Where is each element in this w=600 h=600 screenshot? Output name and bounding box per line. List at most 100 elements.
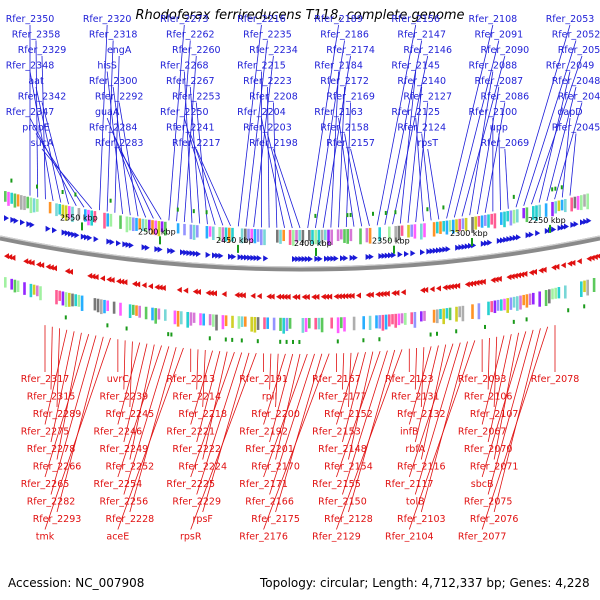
top-gene-label[interactable]: guaA (95, 107, 120, 118)
bottom-gene-label[interactable]: Rfer_2229 (172, 497, 221, 508)
bottom-gene-label[interactable]: Rfer_2222 (172, 444, 221, 455)
top-gene-label[interactable]: Rfer_2108 (469, 14, 518, 25)
top-gene-label[interactable]: Rfer_2262 (166, 30, 215, 41)
bottom-gene-label[interactable]: rbfA (405, 444, 425, 455)
top-gene-label[interactable]: Rfer_2204 (237, 107, 286, 118)
bottom-gene-label[interactable]: tolB (406, 497, 425, 508)
bottom-gene-label[interactable]: Rfer_2148 (318, 444, 367, 455)
top-gene-label[interactable]: upp (490, 123, 508, 134)
bottom-gene-label[interactable]: Rfer_2246 (94, 427, 143, 438)
top-gene-label[interactable]: Rfer_2234 (249, 45, 298, 56)
top-gene-label[interactable]: Rfer_2145 (391, 61, 440, 72)
top-gene-label[interactable]: Rfer_2087 (475, 76, 524, 87)
bottom-gene-label[interactable]: Rfer_2254 (94, 479, 143, 490)
bottom-gene-label[interactable]: infB (400, 427, 419, 438)
top-gene-label[interactable]: Rfer_2342 (18, 92, 67, 103)
bottom-gene-label[interactable]: Rfer_2252 (106, 462, 155, 473)
top-gene-label[interactable]: Rfer_2125 (391, 107, 440, 118)
top-gene-label[interactable]: Rfer_2157 (326, 138, 375, 149)
top-gene-label[interactable]: Rfer_2203 (243, 123, 292, 134)
bottom-gene-label[interactable]: Rfer_2201 (245, 444, 294, 455)
top-gene-label[interactable]: Rfer_2045 (552, 123, 600, 134)
bottom-gene-label[interactable]: Rfer_2214 (172, 392, 221, 403)
top-gene-label[interactable]: dapD (557, 107, 582, 118)
bottom-gene-label[interactable]: Rfer_2116 (397, 462, 446, 473)
top-gene-label[interactable]: Rfer_2146 (403, 45, 452, 56)
bottom-gene-label[interactable]: Rfer_2218 (178, 409, 227, 420)
top-gene-label[interactable]: Rfer_2169 (326, 92, 375, 103)
bottom-gene-label[interactable]: Rfer_2070 (464, 444, 513, 455)
bottom-gene-label[interactable]: uvrC (107, 374, 130, 385)
top-gene-label[interactable]: Rfer_2358 (12, 30, 61, 41)
bottom-gene-label[interactable]: Rfer_2278 (27, 444, 76, 455)
top-gene-label[interactable]: Rfer_2172 (320, 76, 369, 87)
bottom-gene-label[interactable]: Rfer_2170 (251, 462, 300, 473)
bottom-gene-label[interactable]: Rfer_2106 (464, 392, 513, 403)
top-gene-label[interactable]: Rfer_2250 (160, 107, 209, 118)
bottom-gene-label[interactable]: Rfer_2213 (166, 374, 215, 385)
top-gene-label[interactable]: Rfer_2292 (95, 92, 144, 103)
top-gene-label[interactable]: Rfer_2124 (397, 123, 446, 134)
bottom-gene-label[interactable]: Rfer_2152 (324, 409, 373, 420)
top-gene-label[interactable]: sucA (31, 138, 54, 149)
bottom-gene-label[interactable]: Rfer_2150 (318, 497, 367, 508)
top-gene-label[interactable]: Rfer_2053 (546, 14, 595, 25)
top-gene-label[interactable]: engA (107, 45, 132, 56)
top-gene-label[interactable]: Rfer_2253 (172, 92, 221, 103)
bottom-gene-label[interactable]: Rfer_2200 (251, 409, 300, 420)
top-gene-label[interactable]: Rfer_2320 (83, 14, 132, 25)
top-gene-label[interactable]: Rfer_2300 (89, 76, 138, 87)
bottom-gene-label[interactable]: Rfer_2293 (33, 514, 82, 525)
top-gene-label[interactable]: Rfer_2100 (469, 107, 518, 118)
top-gene-label[interactable]: Rfer_2329 (18, 45, 67, 56)
bottom-gene-label[interactable]: Rfer_2123 (385, 374, 434, 385)
top-gene-label[interactable]: Rfer_2086 (481, 92, 530, 103)
bottom-gene-label[interactable]: aceE (106, 532, 129, 543)
bottom-gene-label[interactable]: Rfer_2191 (239, 374, 288, 385)
top-gene-label[interactable]: Rfer_2273 (160, 14, 209, 25)
top-gene-label[interactable]: Rfer_2235 (243, 30, 292, 41)
bottom-gene-label[interactable]: Rfer_2256 (100, 497, 149, 508)
top-gene-label[interactable]: rpsT (417, 138, 438, 149)
top-gene-label[interactable]: Rfer_2091 (475, 30, 524, 41)
bottom-gene-label[interactable]: Rfer_2076 (470, 514, 519, 525)
top-gene-label[interactable]: Rfer_2147 (397, 30, 446, 41)
top-gene-label[interactable]: Rfer_2208 (249, 92, 298, 103)
top-gene-label[interactable]: Rfer_2318 (89, 30, 138, 41)
top-gene-label[interactable]: Rfer_2156 (391, 14, 440, 25)
top-gene-label[interactable]: Rfer_2049 (546, 61, 595, 72)
top-gene-label[interactable]: Rfer_2090 (481, 45, 530, 56)
bottom-gene-label[interactable]: Rfer_2071 (470, 462, 519, 473)
bottom-gene-label[interactable]: Rfer_2107 (470, 409, 519, 420)
top-gene-label[interactable]: Rfer_2189 (314, 14, 363, 25)
bottom-gene-label[interactable]: Rfer_2177 (318, 392, 367, 403)
top-gene-label[interactable]: Rfer_2052 (552, 30, 600, 41)
bottom-gene-label[interactable]: rplI (262, 392, 277, 403)
top-gene-label[interactable]: Rfer_2350 (6, 14, 55, 25)
top-gene-label[interactable]: Rfer_2347 (6, 107, 55, 118)
bottom-gene-label[interactable]: Rfer_2225 (166, 479, 215, 490)
bottom-gene-label[interactable]: Rfer_2167 (312, 374, 361, 385)
top-gene-label[interactable]: Rfer_2051 (558, 45, 600, 56)
top-gene-label[interactable]: Rfer_2241 (166, 123, 215, 134)
top-gene-label[interactable]: Rfer_2215 (237, 61, 286, 72)
top-gene-label[interactable]: Rfer_2217 (172, 138, 221, 149)
top-gene-label[interactable]: Rfer_2260 (172, 45, 221, 56)
bottom-gene-label[interactable]: Rfer_2176 (239, 532, 288, 543)
top-gene-label[interactable]: Rfer_2174 (326, 45, 375, 56)
bottom-gene-label[interactable]: Rfer_2129 (312, 532, 361, 543)
top-gene-label[interactable]: Rfer_2186 (320, 30, 369, 41)
bottom-gene-label[interactable]: tmk (36, 532, 55, 543)
bottom-gene-label[interactable]: Rfer_2131 (391, 392, 440, 403)
bottom-gene-label[interactable]: Rfer_2265 (21, 479, 70, 490)
bottom-gene-label[interactable]: Rfer_2315 (27, 392, 76, 403)
bottom-gene-label[interactable]: Rfer_2077 (458, 532, 507, 543)
top-gene-label[interactable]: Rfer_2158 (320, 123, 369, 134)
bottom-gene-label[interactable]: Rfer_2067 (458, 427, 507, 438)
bottom-gene-label[interactable]: Rfer_2075 (464, 497, 513, 508)
bottom-gene-label[interactable]: Rfer_2128 (324, 514, 373, 525)
bottom-gene-label[interactable]: Rfer_2192 (239, 427, 288, 438)
top-gene-label[interactable]: aat (28, 76, 44, 87)
bottom-gene-label[interactable]: Rfer_2275 (21, 427, 70, 438)
bottom-gene-label[interactable]: Rfer_2078 (531, 374, 580, 385)
